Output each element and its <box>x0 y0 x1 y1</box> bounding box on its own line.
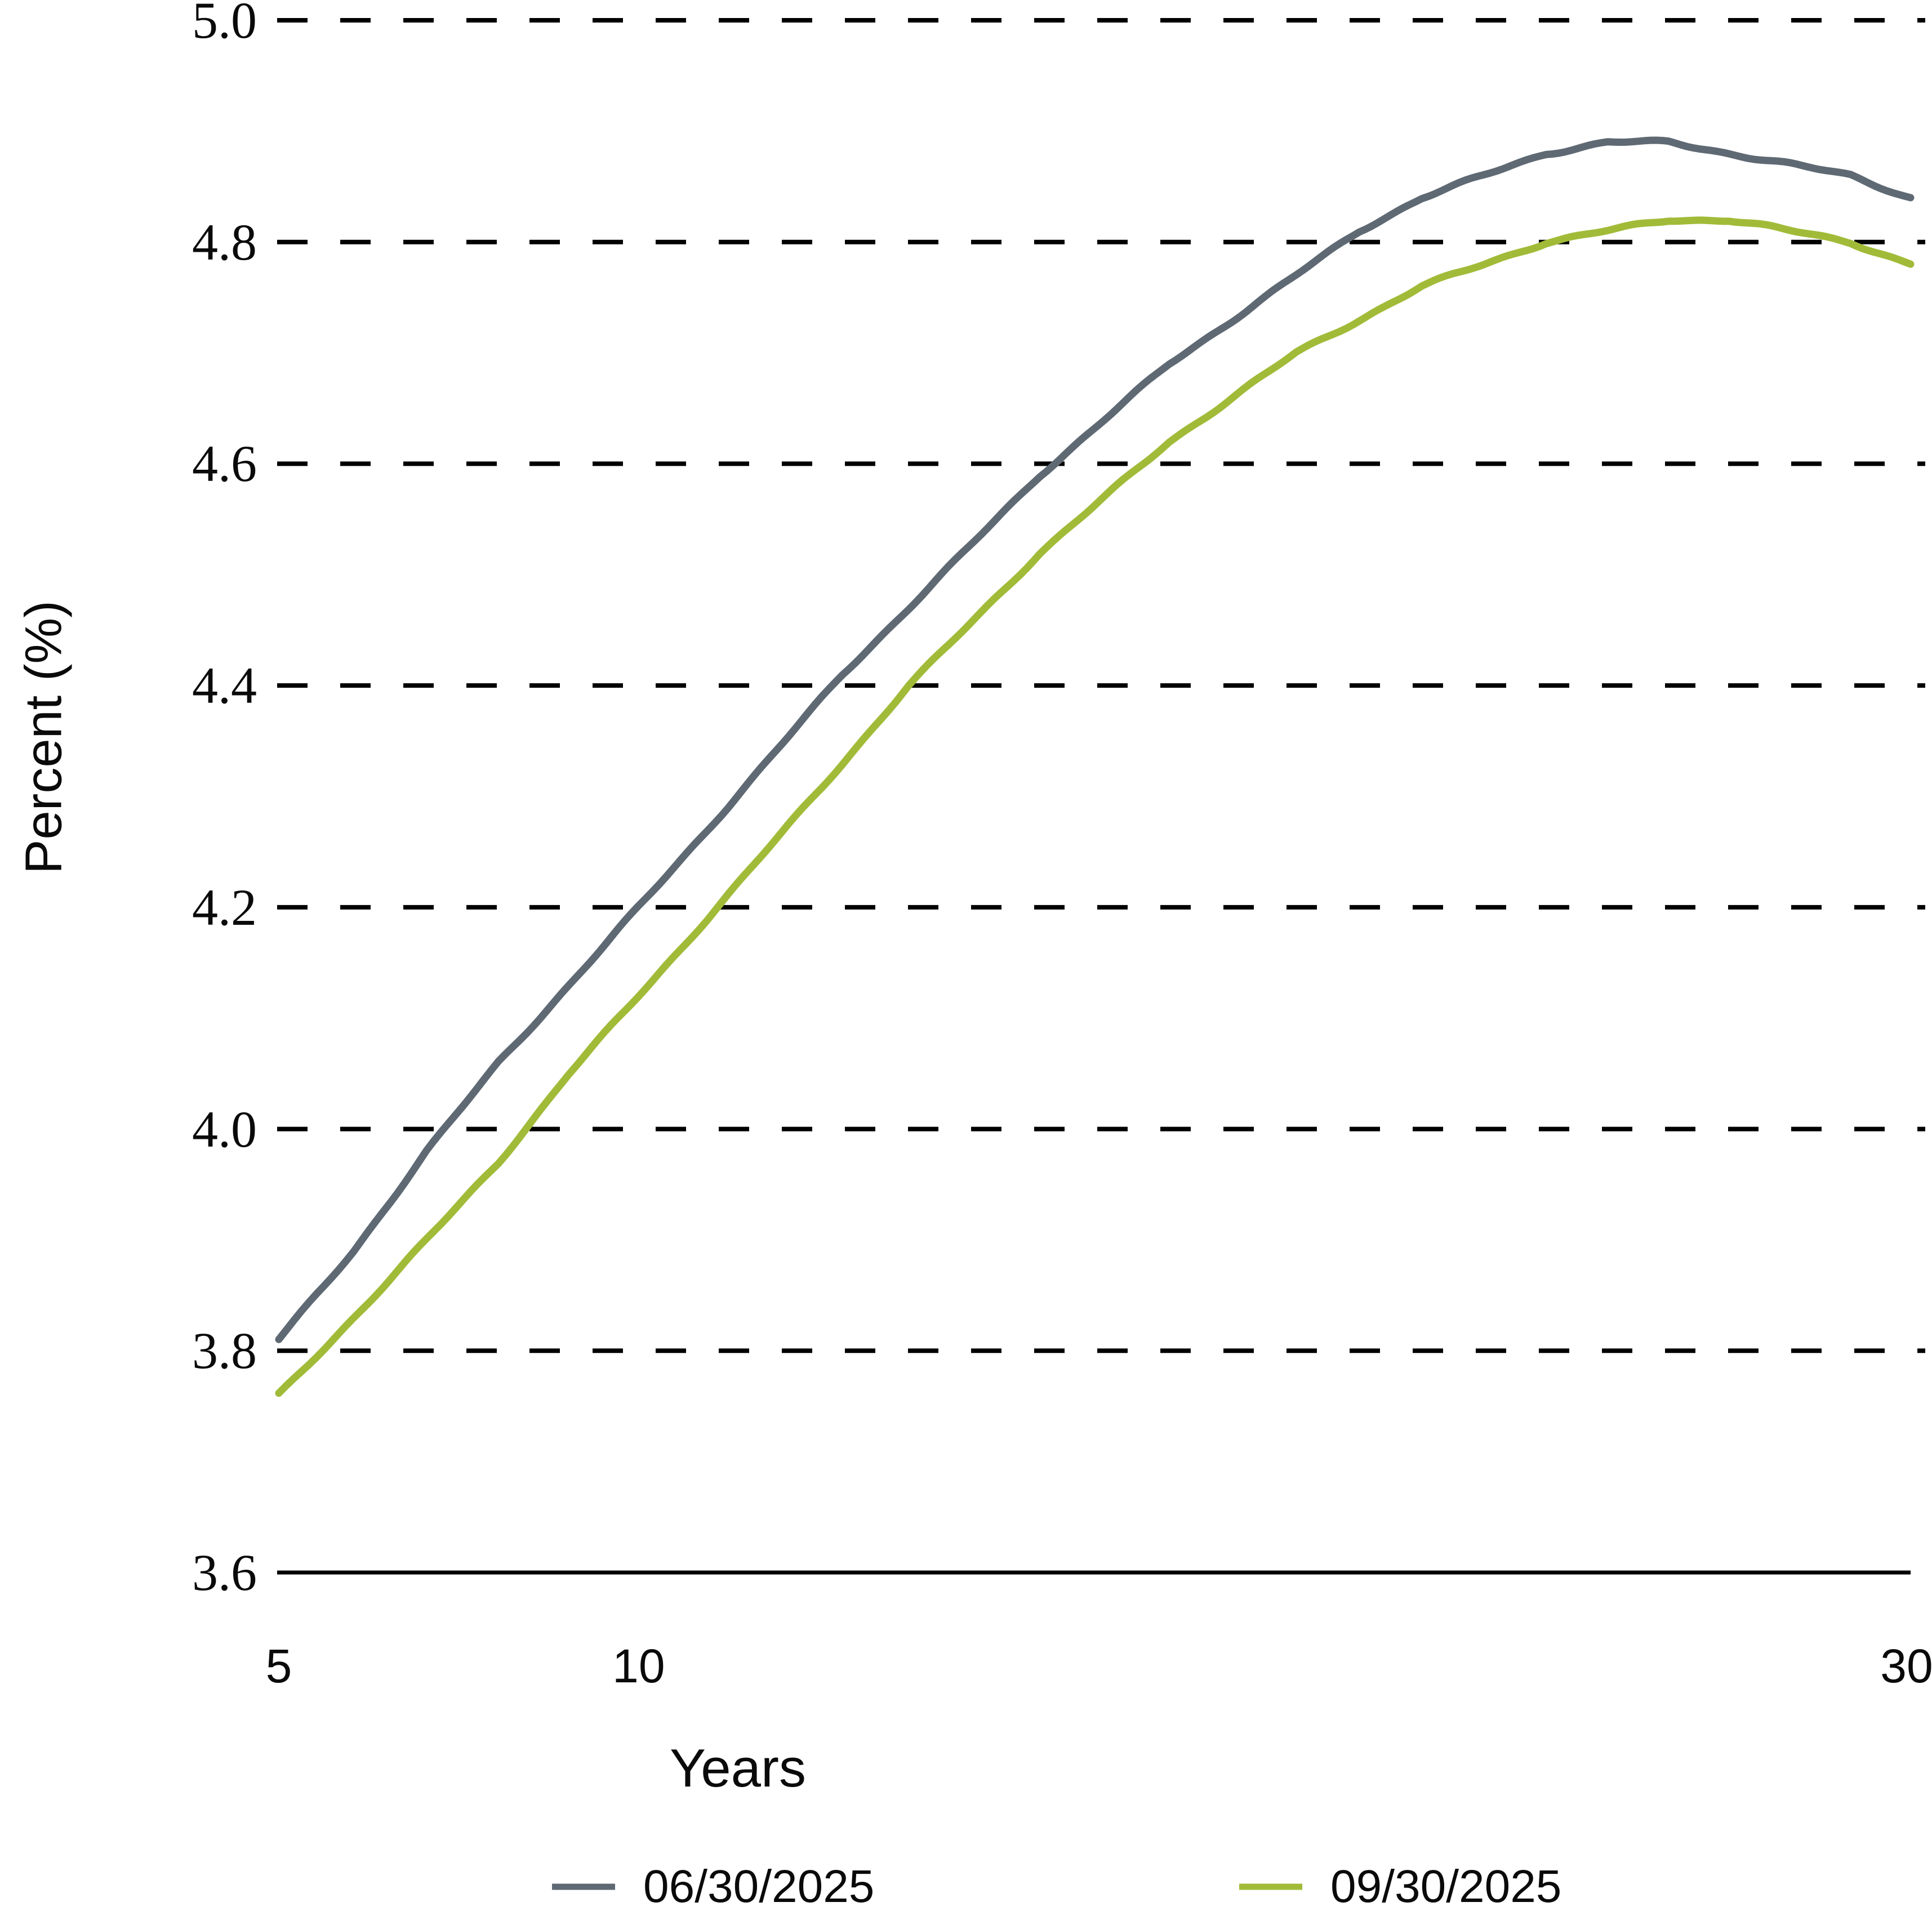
x-tick-label: 30 <box>1880 1640 1932 1692</box>
gridlines <box>277 18 1925 1575</box>
x-axis-title: Years <box>670 1738 806 1798</box>
x-tick-label: 10 <box>612 1640 665 1692</box>
legend-label-series1: 06/30/2025 <box>643 1861 875 1911</box>
y-tick-label: 4.2 <box>192 878 257 936</box>
y-tick-label: 4.0 <box>192 1100 257 1158</box>
y-tick-label: 5.0 <box>192 0 257 49</box>
legend-swatch-series2-icon <box>1239 1883 1302 1890</box>
series-line-09-30-2025 <box>275 216 1915 1397</box>
y-tick-label: 4.8 <box>192 213 257 271</box>
series-line-06-30-2025 <box>275 136 1915 1343</box>
y-tick-label: 4.6 <box>192 435 257 493</box>
y-tick-label: 4.4 <box>192 657 257 715</box>
y-tick-label: 3.8 <box>192 1322 257 1380</box>
legend-swatch-series1-icon <box>552 1883 615 1890</box>
legend-label-series2: 09/30/2025 <box>1330 1861 1562 1911</box>
y-tick-label: 3.6 <box>192 1544 257 1601</box>
series-curves <box>275 136 1915 1397</box>
y-axis-title: Percent (%) <box>15 600 73 874</box>
x-tick-label: 5 <box>265 1640 292 1692</box>
